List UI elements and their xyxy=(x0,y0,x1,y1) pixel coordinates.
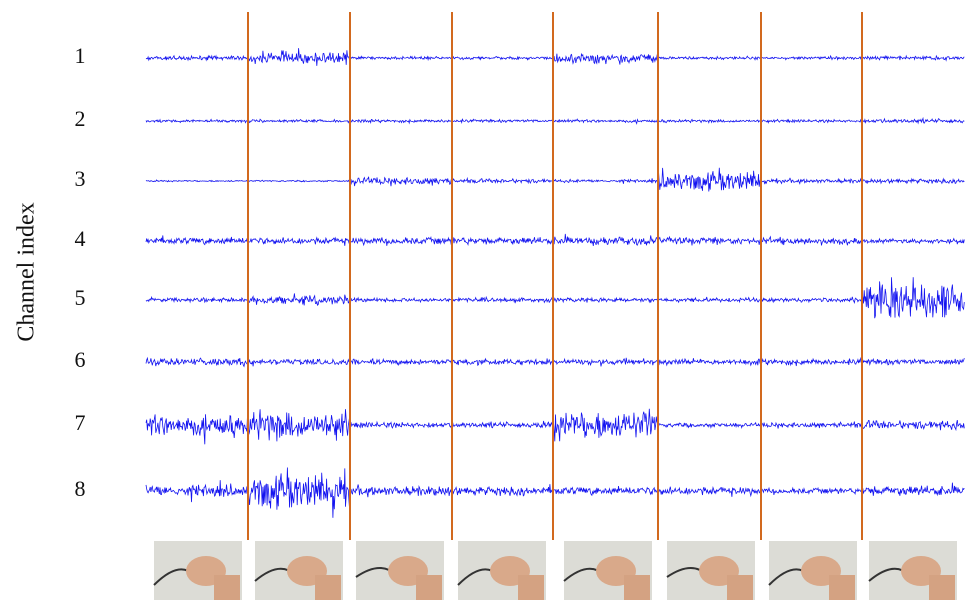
forearm xyxy=(518,575,544,600)
channel-label: 6 xyxy=(75,347,86,372)
forearm xyxy=(929,575,955,600)
channel-label: 5 xyxy=(75,285,86,310)
signal-trace xyxy=(146,358,964,367)
signal-trace xyxy=(146,168,964,192)
emg-figure: Channel index 1 2 3 4 5 6 7 8 xyxy=(0,0,968,602)
channel-label: 3 xyxy=(75,166,86,191)
forearm xyxy=(416,575,442,600)
gesture-photos xyxy=(154,541,957,600)
signal-trace xyxy=(146,234,964,246)
channel-label: 8 xyxy=(75,476,86,501)
signal-trace xyxy=(146,48,964,66)
channel-label: 2 xyxy=(75,106,86,131)
forearm xyxy=(624,575,650,600)
forearm xyxy=(829,575,855,600)
signals xyxy=(146,48,964,518)
dividers xyxy=(248,12,862,540)
forearm xyxy=(315,575,341,600)
channel-label: 4 xyxy=(75,226,86,251)
channel-label: 7 xyxy=(75,410,86,435)
forearm xyxy=(727,575,753,600)
signal-trace xyxy=(146,277,964,318)
axis-label: Channel index xyxy=(14,202,40,341)
signal-trace xyxy=(146,468,964,518)
signal-trace xyxy=(146,409,964,445)
channel-label: 1 xyxy=(75,43,86,68)
signal-trace xyxy=(146,118,964,123)
forearm xyxy=(214,575,240,600)
